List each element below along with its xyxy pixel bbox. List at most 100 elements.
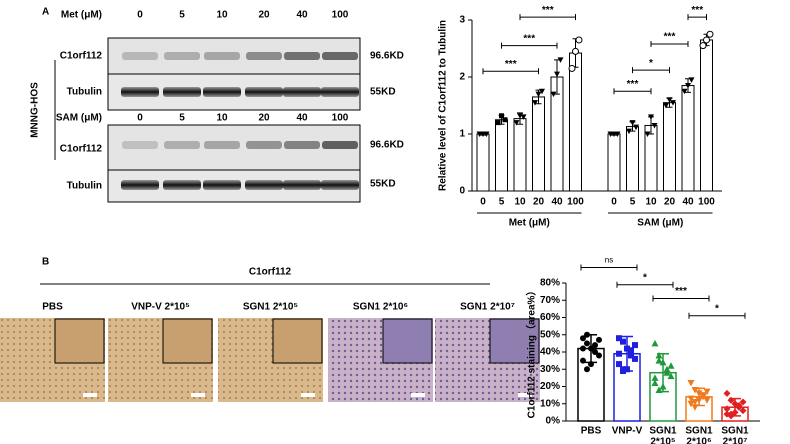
point bbox=[616, 335, 622, 342]
scale-bar bbox=[191, 393, 205, 397]
band bbox=[122, 141, 158, 149]
sig-label: * bbox=[715, 303, 719, 314]
x-tick-label: 10 bbox=[514, 197, 526, 208]
point bbox=[687, 400, 695, 408]
point bbox=[624, 366, 630, 373]
point bbox=[703, 397, 711, 404]
bar bbox=[663, 102, 676, 192]
point bbox=[628, 347, 634, 354]
point bbox=[628, 352, 634, 359]
band bbox=[246, 52, 282, 60]
sig-bracket bbox=[687, 14, 707, 21]
row-label: Tubulin bbox=[67, 87, 102, 98]
point bbox=[651, 374, 659, 381]
band bbox=[245, 87, 283, 97]
point bbox=[572, 47, 579, 55]
sig-label: *** bbox=[691, 5, 703, 16]
sig-label: *** bbox=[627, 79, 639, 90]
sig-label: *** bbox=[664, 32, 676, 43]
point bbox=[655, 386, 663, 393]
point bbox=[620, 338, 626, 345]
x-tick-label: SGN1 bbox=[649, 426, 677, 437]
ihc-title: C1orf112 bbox=[249, 267, 292, 278]
point bbox=[667, 362, 675, 369]
point bbox=[624, 345, 630, 352]
point bbox=[575, 36, 583, 44]
band bbox=[322, 141, 358, 149]
point bbox=[727, 396, 735, 404]
y-tick-label: 2 bbox=[459, 72, 465, 83]
sig-label: * bbox=[649, 58, 653, 69]
point bbox=[539, 88, 545, 95]
inset bbox=[272, 318, 323, 364]
point bbox=[588, 361, 594, 368]
bar bbox=[476, 133, 490, 192]
point bbox=[580, 345, 586, 352]
point bbox=[502, 117, 508, 123]
y-axis-label: Relative level of C1orf112 to Tubulin bbox=[438, 20, 449, 191]
point bbox=[691, 386, 699, 394]
point bbox=[695, 390, 703, 397]
dose: 10 bbox=[216, 10, 228, 21]
point bbox=[633, 124, 639, 131]
band bbox=[122, 52, 158, 60]
point bbox=[532, 100, 538, 106]
point bbox=[495, 120, 501, 126]
inset bbox=[489, 318, 540, 364]
x-tick-label: 2*10⁵ bbox=[650, 437, 676, 444]
point bbox=[596, 336, 602, 343]
panel-label: A bbox=[42, 7, 49, 18]
point bbox=[596, 352, 602, 359]
dose: 10 bbox=[216, 113, 228, 124]
point bbox=[651, 122, 658, 129]
sig-label: * bbox=[643, 272, 647, 283]
y-tick-label: 30% bbox=[540, 364, 560, 375]
point bbox=[739, 407, 747, 415]
x-tick-label: 2*10⁶ bbox=[686, 437, 711, 444]
point bbox=[687, 395, 695, 403]
band bbox=[163, 87, 201, 97]
band-size: 96.6KD bbox=[370, 51, 404, 62]
point bbox=[557, 57, 564, 63]
x-tick-label: 5 bbox=[499, 197, 505, 208]
image-caption: SGN1 2*10⁶ bbox=[353, 302, 408, 313]
point bbox=[554, 71, 560, 78]
sig-bracket bbox=[616, 281, 674, 288]
x-tick-label: 100 bbox=[698, 197, 715, 208]
band bbox=[203, 180, 241, 190]
point bbox=[632, 342, 638, 349]
scale-bar bbox=[83, 393, 97, 397]
point bbox=[659, 358, 667, 366]
sig-bracket bbox=[650, 40, 689, 47]
image-caption: VNP-V 2*10⁵ bbox=[131, 302, 190, 313]
band bbox=[283, 180, 321, 190]
point bbox=[687, 380, 695, 387]
point bbox=[580, 335, 586, 342]
y-tick-label: 10% bbox=[540, 398, 560, 409]
point bbox=[616, 361, 622, 368]
point bbox=[513, 120, 520, 126]
bar bbox=[626, 126, 639, 192]
x-tick-label: 20 bbox=[664, 197, 676, 208]
x-tick-label: 100 bbox=[567, 197, 584, 208]
treatment: Met (μM) bbox=[61, 10, 102, 21]
dose: 40 bbox=[296, 10, 308, 21]
image-caption: PBS bbox=[42, 302, 63, 313]
point bbox=[550, 91, 557, 98]
y-tick-label: 80% bbox=[540, 278, 560, 289]
inset bbox=[162, 318, 213, 364]
x-tick-label: 5 bbox=[630, 197, 636, 208]
bar bbox=[700, 39, 713, 192]
x-tick-label: 40 bbox=[682, 197, 694, 208]
sig-label: *** bbox=[542, 5, 554, 16]
sig-bracket bbox=[501, 42, 558, 49]
dose: 0 bbox=[137, 10, 143, 21]
dose: 20 bbox=[258, 113, 270, 124]
band bbox=[164, 52, 200, 60]
x-tick-label: 0 bbox=[611, 197, 617, 208]
group-label: SAM (μM) bbox=[637, 218, 683, 229]
group-label: Met (μM) bbox=[509, 218, 550, 229]
scale-bar bbox=[411, 393, 425, 397]
sig-label: *** bbox=[523, 33, 535, 44]
point bbox=[616, 350, 622, 357]
